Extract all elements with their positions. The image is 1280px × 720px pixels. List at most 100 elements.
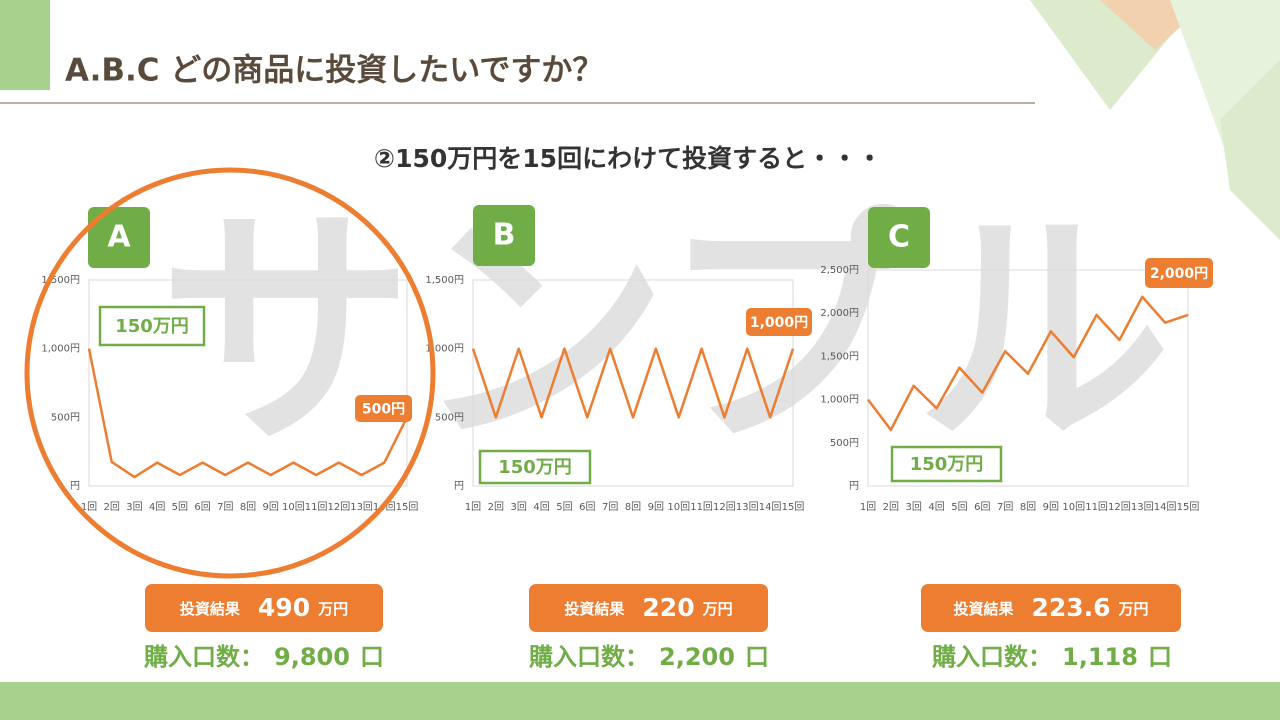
x-tick-label: 10回 bbox=[1062, 501, 1085, 513]
units-value: 2,200 bbox=[659, 643, 735, 671]
plot-area bbox=[88, 279, 408, 487]
plot-area bbox=[867, 269, 1189, 487]
x-tick-label: 3回 bbox=[126, 501, 142, 513]
result-unit: 万円 bbox=[702, 600, 733, 618]
x-tick-label: 13回 bbox=[350, 501, 373, 513]
x-tick-label: 2回 bbox=[883, 501, 899, 513]
deco bbox=[1220, 60, 1280, 240]
result-value: 223.6 bbox=[1031, 593, 1110, 622]
units-label: 購入口数： bbox=[932, 643, 1052, 671]
result-unit: 万円 bbox=[1118, 600, 1149, 618]
x-tick-label: 12回 bbox=[713, 501, 736, 513]
units-unit: 口 bbox=[360, 643, 384, 671]
annotation-box bbox=[98, 305, 206, 347]
price-label: 2,000円 bbox=[1150, 266, 1208, 282]
x-tick-label: 11回 bbox=[305, 501, 328, 513]
units-unit: 口 bbox=[745, 643, 769, 671]
x-tick-label: 6回 bbox=[579, 501, 595, 513]
x-tick-label: 10回 bbox=[282, 501, 305, 513]
y-tick-label: 1,000円 bbox=[41, 344, 80, 355]
badge-box bbox=[868, 207, 930, 268]
x-tick-label: 2回 bbox=[104, 501, 120, 513]
result-text: 投資結果 220 万円 bbox=[564, 593, 732, 622]
footer-band bbox=[0, 682, 1280, 720]
watermark: サンプル bbox=[159, 184, 1171, 481]
x-tick-label: 2回 bbox=[488, 501, 504, 513]
result-box bbox=[145, 584, 383, 632]
x-tick-label: 5回 bbox=[556, 501, 572, 513]
x-tick-label: 7回 bbox=[602, 501, 618, 513]
units-label: 購入口数： bbox=[144, 643, 264, 671]
title-accent bbox=[0, 0, 50, 90]
x-tick-label: 1回 bbox=[81, 501, 97, 513]
plot-area bbox=[472, 279, 794, 487]
x-tick-label: 6回 bbox=[974, 501, 990, 513]
x-tick-label: 14回 bbox=[759, 501, 782, 513]
x-tick-label: 3回 bbox=[906, 501, 922, 513]
y-tick-label: 1,000円 bbox=[820, 395, 859, 406]
line-series bbox=[867, 295, 1189, 432]
annotation: 150万円 bbox=[910, 454, 984, 475]
units-unit: 口 bbox=[1148, 643, 1172, 671]
x-tick-label: 11回 bbox=[1085, 501, 1108, 513]
annotation-box bbox=[890, 445, 1003, 483]
x-tick-label: 1回 bbox=[860, 501, 876, 513]
x-tick-label: 14回 bbox=[1154, 501, 1177, 513]
x-tick-label: 11回 bbox=[690, 501, 713, 513]
subtitle: ②150万円を15回にわけて投資すると・・・ bbox=[374, 144, 882, 173]
x-tick-label: 5回 bbox=[951, 501, 967, 513]
x-tick-label: 13回 bbox=[1131, 501, 1154, 513]
x-tick-label: 8回 bbox=[240, 501, 256, 513]
x-tick-label: 8回 bbox=[625, 501, 641, 513]
x-tick-label: 15回 bbox=[396, 501, 419, 513]
price-label-box bbox=[355, 395, 412, 422]
x-tick-label: 1回 bbox=[465, 501, 481, 513]
annotation: 150万円 bbox=[498, 457, 572, 478]
x-tick-label: 7回 bbox=[997, 501, 1013, 513]
x-tick-label: 12回 bbox=[1108, 501, 1131, 513]
x-tick-label: 12回 bbox=[327, 501, 350, 513]
units-label: 購入口数： bbox=[529, 643, 649, 671]
units-text: 購入口数： 1,118 口 bbox=[932, 643, 1172, 671]
result-value: 490 bbox=[258, 593, 310, 622]
result-text: 投資結果 223.6 万円 bbox=[953, 593, 1148, 622]
price-label-box bbox=[1145, 258, 1213, 288]
y-tick-label: 500円 bbox=[435, 412, 464, 423]
x-tick-label: 5回 bbox=[172, 501, 188, 513]
units-value: 9,800 bbox=[274, 643, 350, 671]
x-tick-label: 4回 bbox=[533, 501, 549, 513]
y-tick-label: 2,500円 bbox=[820, 265, 859, 276]
badge: A bbox=[107, 220, 131, 255]
line-series bbox=[471, 347, 795, 419]
y-tick-label: 1,500円 bbox=[41, 275, 80, 286]
y-tick-label: 1,000円 bbox=[425, 344, 464, 355]
x-tick-label: 9回 bbox=[263, 501, 279, 513]
y-tick-label: 円 bbox=[70, 481, 80, 492]
x-tick-label: 9回 bbox=[1043, 501, 1059, 513]
x-tick-label: 4回 bbox=[149, 501, 165, 513]
y-tick-label: 500円 bbox=[51, 412, 80, 423]
result-label: 投資結果 bbox=[180, 600, 241, 618]
slide-title: A.B.C どの商品に投資したいですか？ bbox=[65, 53, 603, 89]
y-tick-label: 円 bbox=[454, 481, 464, 492]
price-label: 1,000円 bbox=[750, 315, 808, 331]
y-tick-label: 1,500円 bbox=[425, 275, 464, 286]
result-value: 220 bbox=[642, 593, 694, 622]
decoration bbox=[1030, 0, 1280, 240]
result-unit: 万円 bbox=[317, 600, 348, 618]
badge: B bbox=[493, 218, 516, 253]
badge: C bbox=[888, 220, 910, 255]
price-label-box bbox=[746, 308, 812, 336]
y-tick-label: 2,000円 bbox=[820, 308, 859, 319]
annotation-box bbox=[478, 449, 592, 485]
x-tick-label: 15回 bbox=[1177, 501, 1200, 513]
badge-box bbox=[88, 207, 150, 268]
result-box bbox=[921, 584, 1181, 632]
x-tick-label: 3回 bbox=[511, 501, 527, 513]
result-box bbox=[529, 584, 768, 632]
x-tick-label: 6回 bbox=[194, 501, 210, 513]
result-text: 投資結果 490 万円 bbox=[180, 593, 348, 622]
highlight-circle bbox=[24, 167, 436, 579]
x-tick-label: 13回 bbox=[736, 501, 759, 513]
